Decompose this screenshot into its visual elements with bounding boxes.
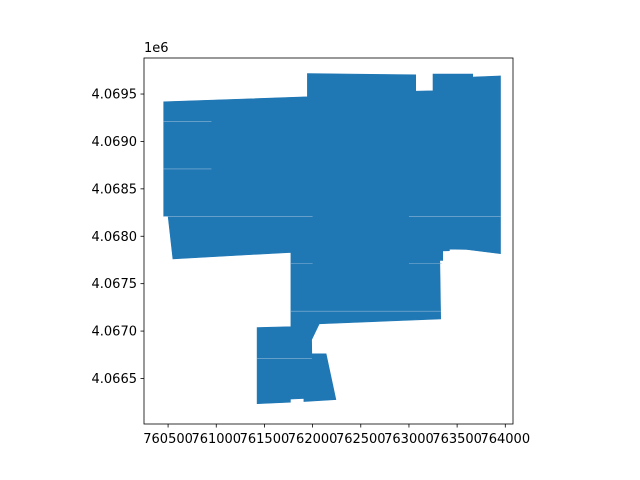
x-tick-label: 763000 bbox=[384, 432, 434, 447]
axes-frame bbox=[143, 57, 514, 425]
polygon-layer bbox=[163, 73, 501, 405]
y-tick-label: 4.0695 bbox=[92, 88, 138, 103]
x-tick-label: 763500 bbox=[432, 432, 482, 447]
y-tick-label: 4.0670 bbox=[92, 325, 138, 340]
x-tick-label: 761500 bbox=[240, 432, 290, 447]
y-offset-label: 1e6 bbox=[144, 41, 169, 56]
y-tick-label: 4.0685 bbox=[92, 182, 138, 197]
x-tick-label: 761000 bbox=[191, 432, 241, 447]
x-tick-label: 762000 bbox=[288, 432, 338, 447]
y-tick-label: 4.0680 bbox=[92, 230, 138, 245]
y-axis: 4.0665 4.0670 4.0675 4.0680 4.0685 4.0690 4.06… bbox=[92, 88, 144, 387]
x-tick-label: 762500 bbox=[336, 432, 386, 447]
x-tick-label: 764000 bbox=[480, 432, 530, 447]
boundary-layer bbox=[163, 121, 501, 359]
x-tick-label: 760500 bbox=[143, 432, 193, 447]
y-tick-label: 4.0690 bbox=[92, 135, 138, 150]
region-polygon bbox=[163, 73, 501, 405]
y-tick-label: 4.0665 bbox=[92, 372, 138, 387]
y-tick-label: 4.0675 bbox=[92, 277, 138, 292]
x-axis: 7605007610007615007620007625007630007635… bbox=[143, 424, 530, 447]
